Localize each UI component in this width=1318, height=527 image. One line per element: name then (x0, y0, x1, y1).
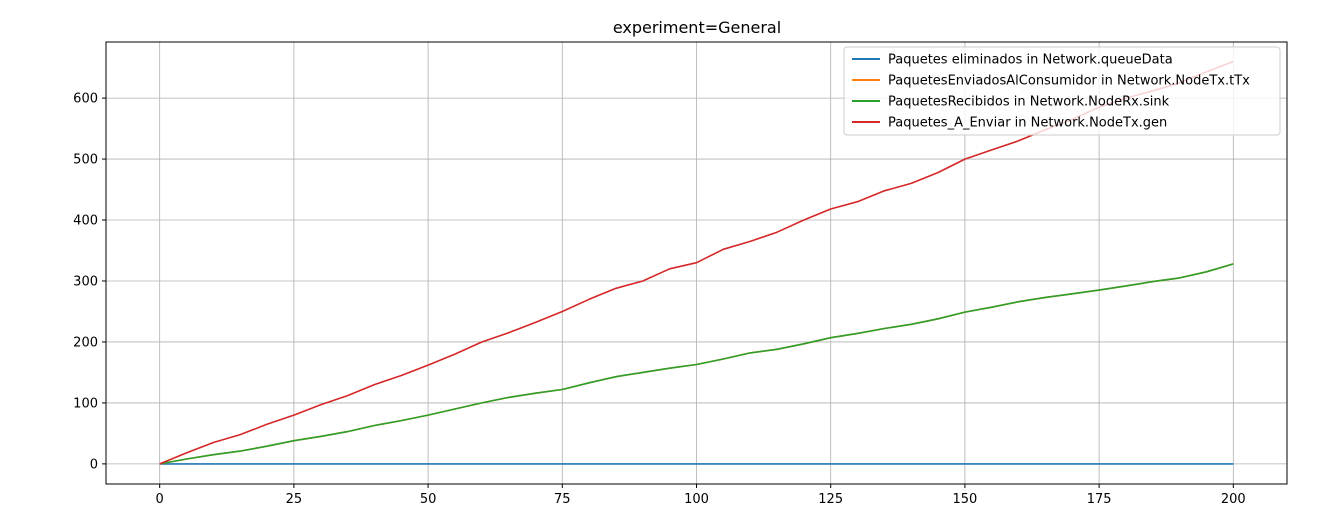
x-tick-label: 200 (1221, 492, 1246, 507)
chart-title: experiment=General (613, 18, 781, 37)
legend-entry: Paquetes eliminados in Network.queueData (888, 53, 1173, 68)
legend-entry: Paquetes_A_Enviar in Network.NodeTx.gen (888, 116, 1167, 131)
legend-entry: PaquetesEnviadosAlConsumidor in Network.… (888, 74, 1250, 89)
axis-ticks: 0 25 50 75 100 125 150 175 200 0 100 200 300 400 500 60… (73, 92, 1246, 507)
y-tick-label: 300 (73, 274, 98, 289)
series-line-2 (159, 263, 1234, 465)
y-tick-label: 600 (73, 92, 98, 107)
y-tick-label: 0 (90, 457, 98, 472)
x-tick-label: 50 (420, 492, 437, 507)
x-tick-label: 0 (156, 492, 164, 507)
x-tick-label: 100 (684, 492, 709, 507)
x-tick-label: 150 (952, 492, 977, 507)
y-tick-label: 200 (73, 335, 98, 350)
y-tick-label: 400 (73, 214, 98, 229)
legend: Paquetes eliminados in Network.queueData… (843, 46, 1281, 136)
x-tick-label: 175 (1087, 492, 1112, 507)
x-tick-label: 125 (818, 492, 843, 507)
x-tick-label: 25 (286, 492, 303, 507)
y-tick-label: 500 (73, 153, 98, 168)
legend-entry: PaquetesRecibidos in Network.NodeRx.sink (888, 95, 1170, 110)
y-tick-label: 100 (73, 396, 98, 411)
legend-box (843, 46, 1281, 136)
x-tick-label: 75 (554, 492, 571, 507)
